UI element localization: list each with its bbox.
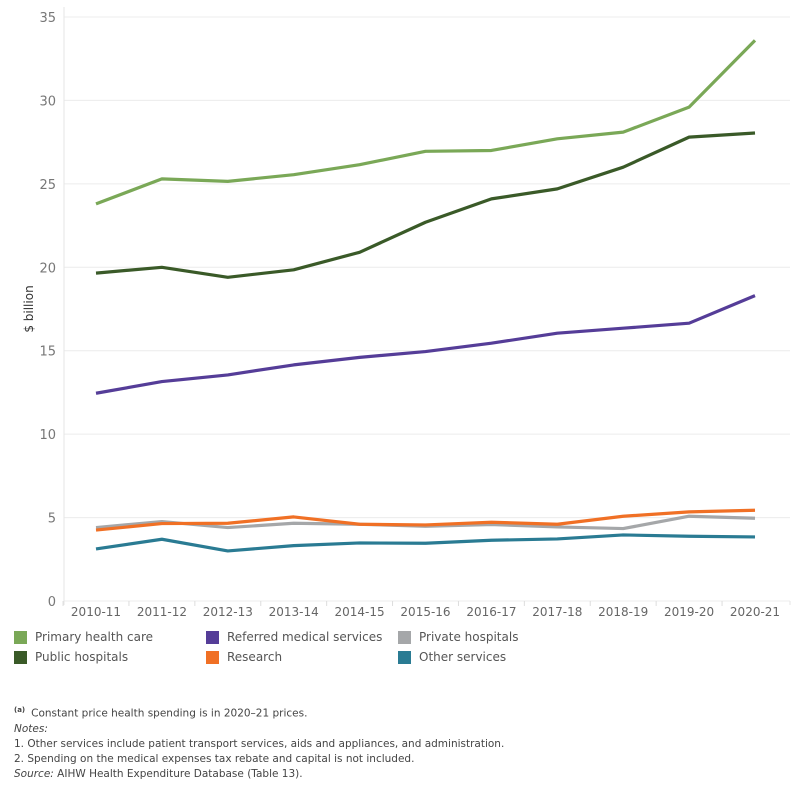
legend-item[interactable]: Public hospitals — [14, 650, 206, 664]
legend-item[interactable]: Primary health care — [14, 630, 206, 644]
y-tick-label: 15 — [39, 345, 56, 360]
series-line-public-hospitals — [95, 131, 756, 279]
y-tick-label: 30 — [39, 94, 56, 109]
x-tick-label: 2013-14 — [269, 605, 319, 619]
legend-item[interactable]: Private hospitals — [398, 630, 590, 644]
legend-swatch — [14, 630, 27, 644]
x-tick-label: 2018-19 — [598, 605, 648, 619]
x-tick-label: 2019-20 — [664, 605, 714, 619]
y-tick-label: 25 — [39, 178, 56, 193]
note-2: 2. Spending on the medical expenses tax … — [14, 752, 415, 765]
legend-label: Public hospitals — [35, 650, 129, 664]
legend-swatch — [14, 650, 27, 664]
x-tick-label: 2011-12 — [137, 605, 187, 619]
footnote: (a) Constant price health spending is in … — [14, 706, 308, 720]
x-tick-label: 2012-13 — [203, 605, 253, 619]
chart-notes: (a) Constant price health spending is in … — [14, 703, 504, 782]
y-tick-label: 5 — [48, 512, 56, 527]
note-1: 1. Other services include patient transp… — [14, 737, 505, 750]
legend-label: Referred medical services — [227, 630, 383, 644]
y-axis-label: $ billion — [22, 285, 36, 332]
x-tick-label: 2020-21 — [730, 605, 780, 619]
legend-item[interactable]: Other services — [398, 650, 590, 664]
legend-label: Research — [227, 650, 283, 664]
legend-item[interactable]: Referred medical services — [206, 630, 398, 644]
y-tick-label: 10 — [39, 428, 56, 443]
legend-swatch — [398, 630, 411, 644]
series-line-primary-health-care — [95, 39, 757, 206]
x-tick-label: 2010-11 — [71, 605, 121, 619]
y-tick-label: 0 — [48, 595, 56, 610]
legend-item[interactable]: Research — [206, 650, 398, 664]
y-tick-label: 35 — [39, 11, 56, 26]
legend-label: Primary health care — [35, 630, 153, 644]
x-tick-label: 2015-16 — [400, 605, 450, 619]
x-tick-label: 2016-17 — [466, 605, 516, 619]
x-tick-label: 2014-15 — [335, 605, 385, 619]
legend-swatch — [398, 650, 411, 664]
legend-label: Other services — [419, 650, 507, 664]
source: Source: AIHW Health Expenditure Database… — [14, 767, 303, 780]
legend: Primary health care Referred medical serv… — [14, 630, 614, 664]
line-chart: 0 5 10 15 20 25 30 35 2010-11 2011-12 2012-13 2013-… — [22, 7, 791, 619]
legend-swatch — [206, 630, 219, 644]
legend-swatch — [206, 650, 219, 664]
legend-label: Private hospitals — [419, 630, 519, 644]
x-tick-label: 2017-18 — [532, 605, 582, 619]
y-tick-label: 20 — [39, 261, 56, 276]
series-line-referred-medical-services — [95, 294, 756, 395]
notes-label: Notes: — [14, 722, 48, 735]
series-line-other-services — [95, 533, 756, 553]
